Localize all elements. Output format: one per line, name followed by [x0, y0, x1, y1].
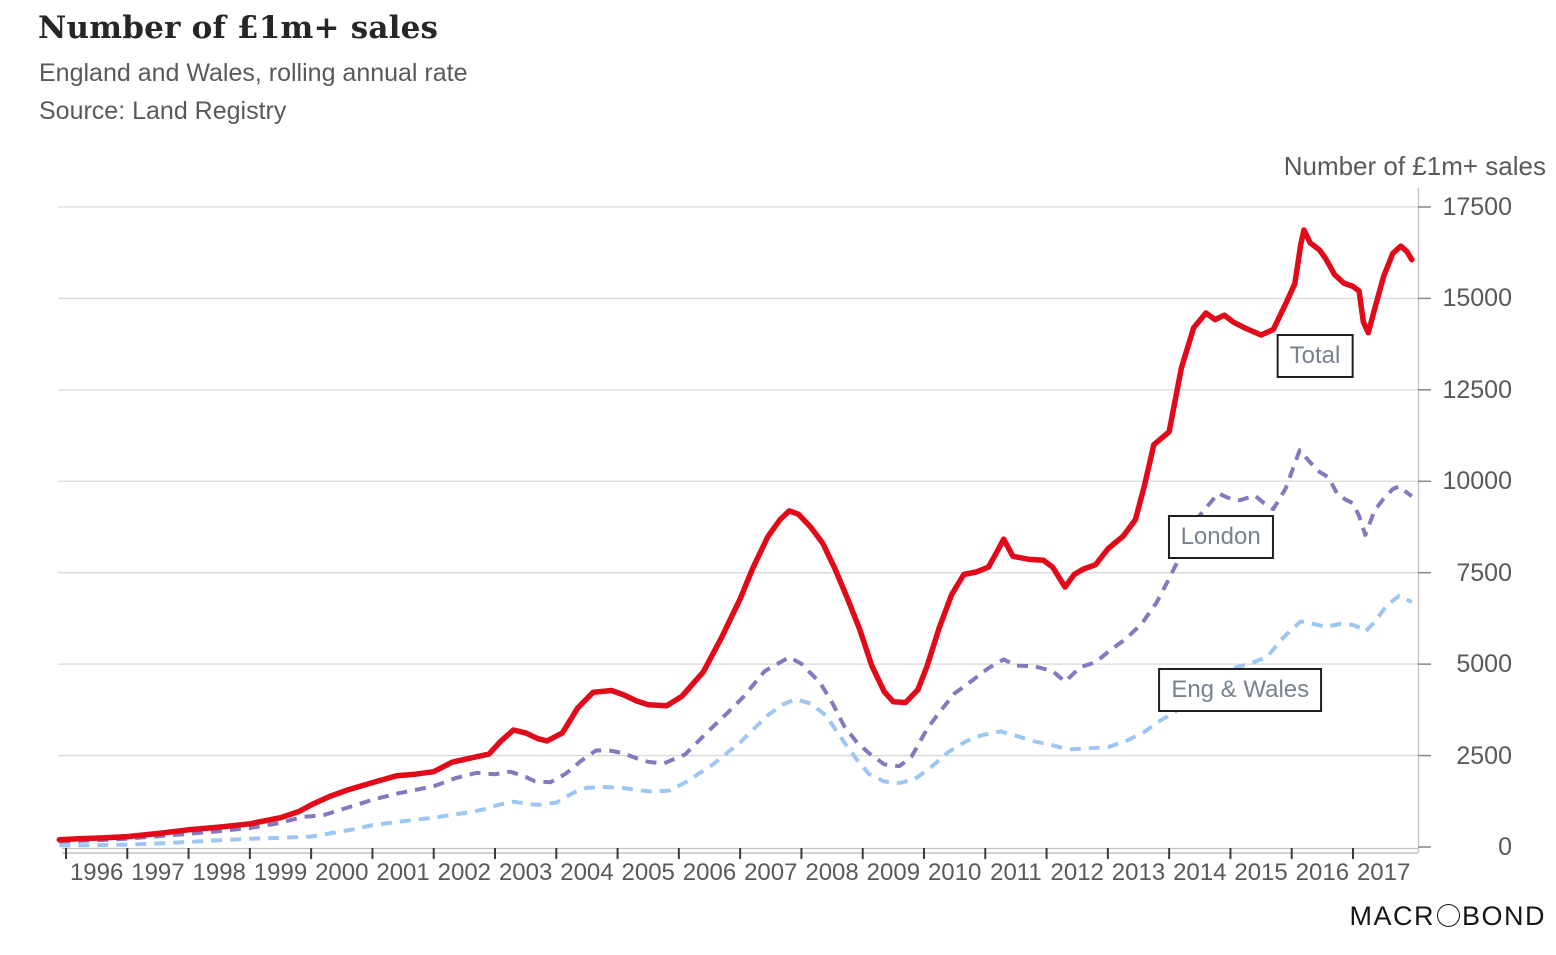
x-axis-tick-label: 2013 — [1111, 859, 1166, 886]
x-axis-tick-label: 2012 — [1050, 859, 1104, 886]
x-axis-tick-label: 2015 — [1234, 859, 1288, 886]
x-axis-tick-label: 1996 — [69, 859, 124, 886]
x-axis-tick-label: 2008 — [805, 859, 859, 886]
chart-source: Source: Land Registry — [39, 97, 287, 125]
x-axis-tick-label: 2011 — [990, 859, 1042, 886]
logo-text-right: BOND — [1461, 901, 1546, 931]
macrobond-logo: MACR BOND — [1349, 901, 1546, 932]
x-axis-tick-label: 2017 — [1356, 859, 1411, 886]
x-axis-tick-label: 2002 — [437, 859, 492, 886]
x-axis-tick-label: 2009 — [866, 859, 921, 886]
y-axis-tick-label: 2500 — [1456, 741, 1512, 770]
x-axis-tick-label: 2010 — [927, 859, 982, 886]
x-axis-tick-label: 2004 — [560, 859, 614, 886]
series-label-eng-wales: Eng & Wales — [1158, 667, 1323, 712]
series-label-london: London — [1167, 514, 1274, 559]
circle-o-icon — [1436, 904, 1460, 927]
y-axis-tick-label: 17500 — [1442, 192, 1512, 221]
x-axis-tick-label: 2000 — [315, 859, 369, 886]
y-axis-tick-label: 12500 — [1442, 375, 1512, 404]
x-axis-tick-label: 2005 — [621, 859, 675, 886]
x-axis-tick-label: 2003 — [498, 859, 553, 886]
logo-text-left: MACR — [1349, 901, 1435, 931]
page-title: Number of £1m+ sales — [38, 10, 439, 46]
x-axis-tick-label: 1999 — [253, 859, 308, 886]
x-axis-tick-label: 2014 — [1173, 859, 1227, 886]
x-axis-tick-label: 1997 — [131, 859, 185, 886]
y-axis-title: Number of £1m+ sales — [1283, 151, 1546, 181]
y-axis-tick-label: 5000 — [1456, 650, 1512, 679]
y-axis-tick-label: 10000 — [1442, 467, 1512, 496]
x-axis-tick-label: 2001 — [376, 859, 430, 886]
x-axis-tick-label: 1998 — [192, 859, 246, 886]
x-axis-tick-label: 2006 — [682, 859, 737, 886]
series-label-total: Total — [1276, 333, 1354, 378]
series-line-total — [56, 227, 1415, 843]
y-axis-tick-label: 0 — [1498, 833, 1512, 861]
series-line-london — [59, 448, 1414, 844]
series-line-eng-wales — [59, 593, 1413, 848]
x-axis-tick-label: 2007 — [744, 859, 798, 886]
y-axis-tick-label: 15000 — [1442, 284, 1512, 313]
chart-subtitle: England and Wales, rolling annual rate — [39, 59, 468, 87]
x-axis-tick-label: 2016 — [1295, 859, 1350, 886]
y-axis-tick-label: 7500 — [1456, 558, 1512, 587]
